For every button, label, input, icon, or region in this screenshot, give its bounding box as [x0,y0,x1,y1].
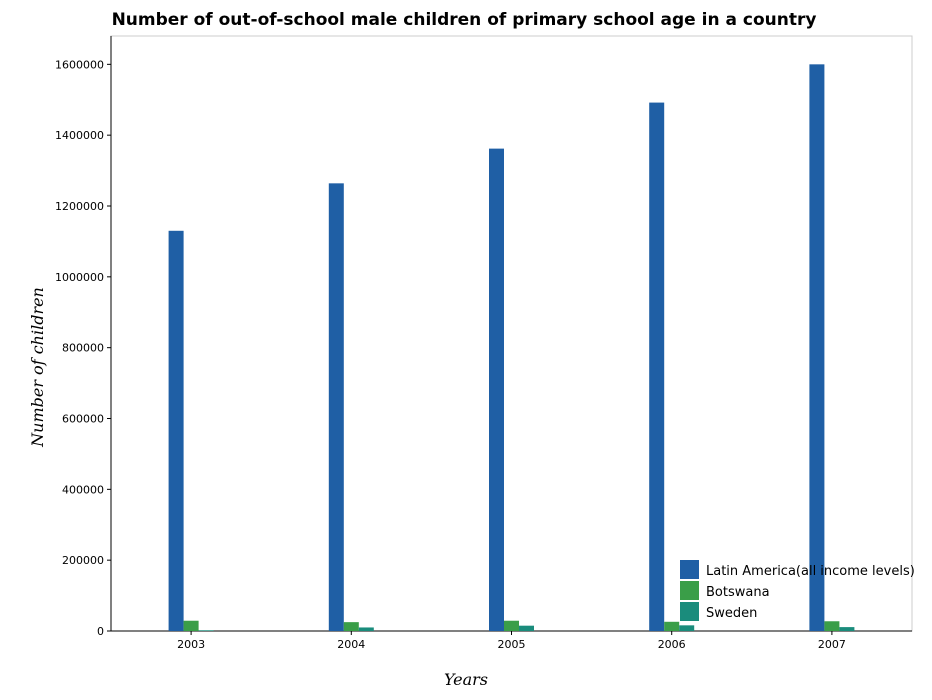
bar-sweden-2007 [839,627,855,631]
y-tick-label: 1600000 [55,58,104,71]
y-tick-label: 0 [97,625,104,638]
y-tick-label: 800000 [62,342,104,355]
x-tick-label: 2003 [177,638,205,651]
bar-botswana-2006 [664,621,680,631]
y-tick-label: 1000000 [55,271,104,284]
y-tick-label: 1200000 [55,200,104,213]
bar-latin-america-all-income-levels-2004 [328,183,344,632]
y-tick-label: 400000 [62,483,104,496]
bar-latin-america-all-income-levels-2006 [649,102,665,632]
y-tick-label: 600000 [62,413,104,426]
bar-latin-america-all-income-levels-2003 [168,230,184,631]
legend-swatch [680,581,699,600]
legend-label: Latin America(all income levels) [706,564,915,579]
legend-label: Sweden [706,606,757,621]
bar-latin-america-all-income-levels-2007 [809,64,825,632]
x-tick-label: 2004 [337,638,365,651]
bar-sweden-2004 [358,627,374,631]
legend-swatch [680,560,699,579]
legend-label: Botswana [706,585,770,600]
bar-botswana-2005 [504,620,519,631]
x-tick-label: 2006 [658,638,686,651]
bar-latin-america-all-income-levels-2005 [489,148,504,631]
x-axis-label: Years [444,670,488,689]
legend-swatch [680,602,699,621]
y-tick-label: 200000 [62,554,104,567]
bar-botswana-2007 [824,621,840,631]
bar-sweden-2003 [198,630,214,631]
legend: Latin America(all income levels) Botswana… [680,560,915,621]
bar-botswana-2004 [343,622,359,631]
x-ticks: 2003 2004 2005 2006 2007 [177,631,846,651]
bars [168,64,855,632]
x-tick-label: 2005 [498,638,526,651]
bar-sweden-2005 [519,625,534,631]
chart-title: Number of out-of-school male children of… [112,10,817,30]
y-ticks: 0 200000 400000 600000 800000 1000000 1200000 1… [55,58,111,638]
plot-frame [110,35,913,632]
bar-sweden-2006 [679,625,695,631]
bar-botswana-2003 [183,620,199,631]
y-axis-label: Number of children [28,287,47,448]
x-tick-label: 2007 [818,638,846,651]
y-tick-label: 1400000 [55,129,104,142]
